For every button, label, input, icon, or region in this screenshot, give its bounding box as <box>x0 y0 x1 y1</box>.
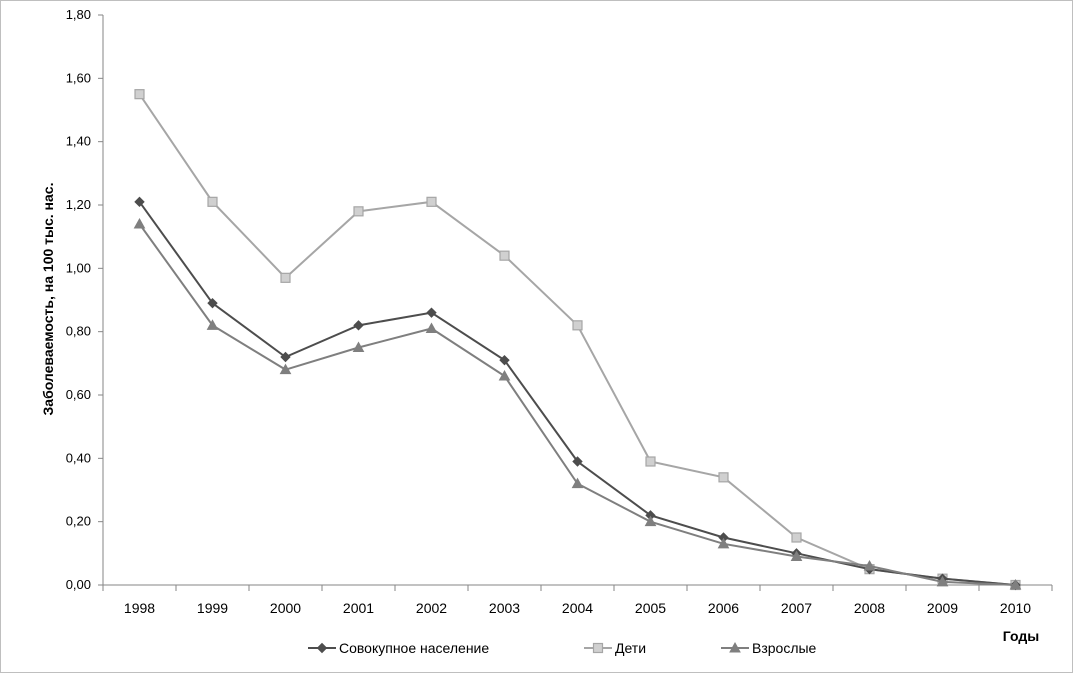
x-tick-label: 2008 <box>854 600 885 616</box>
legend-marker <box>592 642 604 654</box>
x-tick-label: 2006 <box>708 600 739 616</box>
data-point <box>499 354 510 366</box>
data-point <box>645 456 656 467</box>
y-tick-label: 0,40 <box>66 450 91 465</box>
data-point <box>134 196 145 208</box>
data-point <box>498 369 511 381</box>
data-point <box>352 341 365 352</box>
legend-marker <box>729 641 741 653</box>
y-tick-label: 0,00 <box>66 577 91 592</box>
data-point <box>718 472 729 483</box>
series-group <box>133 89 1022 591</box>
x-tick-label: 2001 <box>343 600 374 616</box>
data-point <box>571 477 584 489</box>
legend-item: Совокупное население <box>308 640 489 656</box>
data-point <box>207 297 218 309</box>
x-tick-label: 2004 <box>562 600 593 616</box>
series-1 <box>134 89 1021 591</box>
data-point <box>426 307 437 318</box>
legend-item: Дети <box>584 640 646 656</box>
y-tick-label: 0,80 <box>66 324 91 339</box>
x-tick-label: 2002 <box>416 600 447 616</box>
y-axis-title: Заболеваемость, на 100 тыс. нас. <box>40 183 56 416</box>
x-tick-label: 2009 <box>927 600 958 616</box>
y-tick-labels: 0,00 0,20 0,40 0,60 0,80 1,00 1,20 1,40 1,60 1,80 <box>66 7 91 592</box>
legend-marker <box>316 642 328 654</box>
data-point <box>791 532 802 543</box>
data-point <box>279 363 292 375</box>
y-tick-label: 1,00 <box>66 260 91 275</box>
legend-label: Совокупное население <box>339 640 489 656</box>
x-axis-title: Годы <box>1003 628 1039 644</box>
data-point <box>133 217 146 229</box>
series-line <box>138 223 1016 586</box>
data-point <box>280 272 291 283</box>
x-tick-label: 2007 <box>781 600 812 616</box>
x-tick-labels: 1998 1999 2000 2001 2002 2003 2004 2005 2006 2007… <box>124 600 1031 616</box>
data-point <box>790 550 803 561</box>
data-point <box>353 206 364 217</box>
data-point <box>572 456 583 467</box>
series-line <box>138 93 1016 586</box>
legend: Совокупное население Дети Взрослые <box>308 640 817 656</box>
data-point <box>572 320 583 331</box>
data-point <box>1009 578 1022 590</box>
data-point <box>863 559 876 571</box>
x-tick-label: 2000 <box>270 600 301 616</box>
data-point <box>425 322 438 333</box>
data-point <box>134 89 145 100</box>
series-2 <box>133 217 1022 590</box>
data-point <box>644 515 657 527</box>
y-tick-label: 0,20 <box>66 514 91 529</box>
x-tick-label: 2010 <box>1000 600 1031 616</box>
y-tick-label: 1,40 <box>66 134 91 149</box>
x-tick-label: 2005 <box>635 600 666 616</box>
x-tick-label: 1998 <box>124 600 155 616</box>
legend-item: Взрослые <box>721 640 817 656</box>
series-line <box>138 201 1016 586</box>
legend-label: Взрослые <box>752 640 817 656</box>
y-tick-label: 1,20 <box>66 197 91 212</box>
series-0 <box>134 196 1021 591</box>
data-point <box>353 320 364 331</box>
data-point <box>426 196 437 207</box>
data-point <box>936 575 949 587</box>
x-tick-label: 1999 <box>197 600 228 616</box>
data-point <box>499 250 510 261</box>
legend-label: Дети <box>615 640 646 656</box>
axes <box>98 14 1053 591</box>
y-tick-label: 1,80 <box>66 7 91 22</box>
x-tick-label: 2003 <box>489 600 520 616</box>
data-point <box>280 351 291 363</box>
data-point <box>717 537 730 549</box>
y-tick-label: 1,60 <box>66 70 91 85</box>
y-tick-label: 0,60 <box>66 387 91 402</box>
data-point <box>207 196 218 207</box>
data-point <box>206 319 219 330</box>
